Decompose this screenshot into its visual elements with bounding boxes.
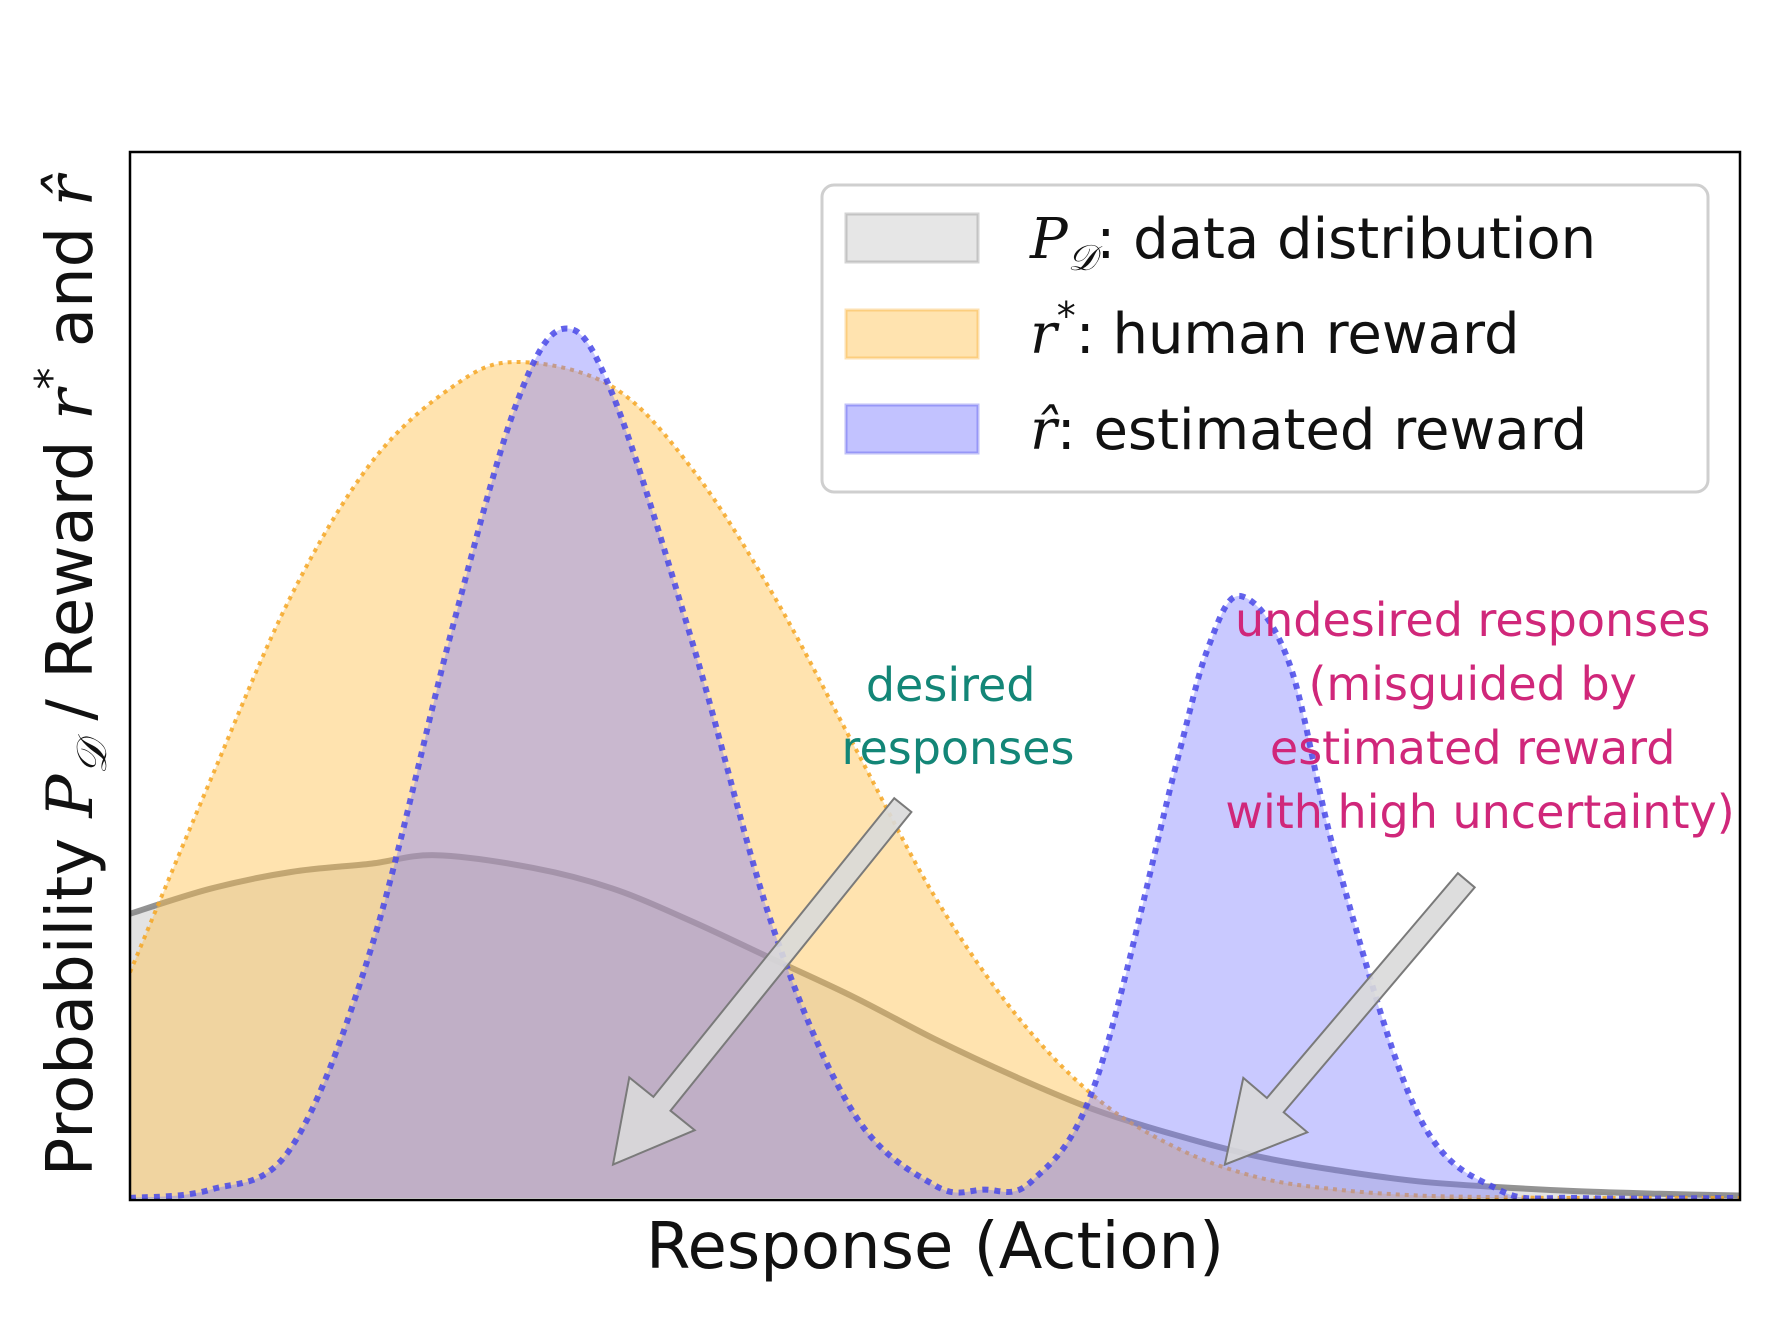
legend-superscript-human: * [1057, 294, 1076, 338]
legend-symbol-estimated: r̂ [1030, 398, 1060, 463]
legend-text-human: : human reward [1076, 302, 1520, 367]
area-estimated [130, 328, 1740, 1199]
series-layer [130, 325, 1740, 1200]
y-axis-label-r: r [34, 386, 108, 420]
annotation-undesired-line: undesired responses [1235, 593, 1710, 647]
annotation-desired-line: desired [866, 658, 1036, 712]
arrow-desired [611, 796, 913, 1167]
area-human [130, 362, 1740, 1199]
legend-label-estimated: r̂: estimated reward [1030, 398, 1587, 463]
line-estimated [130, 325, 1740, 1200]
legend-box [820, 183, 1710, 494]
annotation-undesired-line: with high uncertainty) [1225, 785, 1734, 839]
legend-text-data: : data distribution [1096, 207, 1596, 272]
legend-text-estimated: : estimated reward [1057, 398, 1587, 463]
plot-frame [128, 150, 1742, 1202]
annotation-undesired: undesired responses (misguided by estima… [1225, 593, 1734, 839]
annotation-desired: desired responses [842, 658, 1075, 775]
legend: P𝒟: data distribution r*: human reward r… [820, 183, 1710, 494]
y-axis-label-superscript: * [26, 367, 77, 389]
y-axis-label-prefix: Probability [34, 818, 108, 1177]
annotation-undesired-line: estimated reward [1270, 721, 1676, 775]
y-axis-label-middle: / Reward [34, 420, 108, 741]
legend-swatch-human [844, 308, 980, 360]
annotation-undesired-line: (misguided by [1308, 657, 1636, 711]
line-data [130, 852, 1740, 1199]
legend-swatch-data [844, 212, 980, 264]
legend-swatch-estimated [844, 403, 980, 455]
x-axis-label: Response (Action) [646, 1210, 1224, 1284]
area-data [130, 855, 1740, 1198]
y-axis-label-p: P [34, 774, 108, 819]
arrow-undesired [1223, 871, 1477, 1167]
annotation-desired-line: responses [842, 721, 1075, 775]
legend-label-human: r*: human reward [1030, 294, 1520, 367]
legend-symbol-data: P [1029, 207, 1069, 272]
arrow-layer [611, 796, 1477, 1167]
y-axis-label-and: and [34, 206, 108, 367]
y-axis-label: Probability P𝒟 / Reward r* and r̂ [26, 172, 116, 1176]
y-axis-label-rhat: r̂ [34, 172, 108, 206]
legend-label-data: P𝒟: data distribution [1029, 207, 1596, 279]
legend-symbol-human: r [1030, 302, 1060, 367]
